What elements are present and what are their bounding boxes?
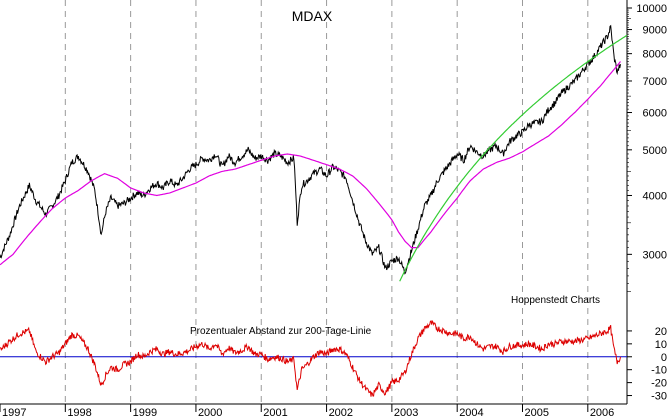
upper-ytick-label-5000: 5000 bbox=[643, 145, 667, 157]
year-label-2004: 2004 bbox=[459, 407, 483, 419]
year-gridlines bbox=[64, 0, 589, 404]
lower-panel: Prozentualer Abstand zur 200-Tage-Linie … bbox=[0, 320, 667, 403]
upper-ytick-label-7000: 7000 bbox=[643, 76, 667, 88]
lower-ytick-label--10: -10 bbox=[651, 365, 667, 377]
upper-series-group bbox=[0, 24, 628, 282]
lower-ytick-label--20: -20 bbox=[651, 378, 667, 390]
lower-panel-title: Prozentualer Abstand zur 200-Tage-Linie bbox=[190, 326, 372, 337]
upper-series-2 bbox=[399, 34, 628, 282]
year-label-2001: 2001 bbox=[263, 407, 287, 419]
upper-panel: MDAX Hoppenstedt Charts 3000 4000 5000 6000… bbox=[0, 0, 667, 404]
chart-title: MDAX bbox=[292, 8, 333, 24]
year-label-2005: 2005 bbox=[525, 407, 549, 419]
upper-ytick-label-4000: 4000 bbox=[643, 190, 667, 202]
upper-series-0 bbox=[0, 24, 621, 275]
lower-ytick-label-20: 20 bbox=[655, 326, 667, 338]
upper-ytick-label-10000: 10000 bbox=[636, 3, 667, 15]
year-label-1997: 1997 bbox=[2, 407, 26, 419]
x-axis: 1997 1998 1999 2000 2001 2002 2003 2004 2005 2006 bbox=[0, 403, 627, 419]
lower-ytick-label--30: -30 bbox=[651, 391, 667, 403]
lower-series-0 bbox=[0, 320, 621, 397]
upper-ytick-label-3000: 3000 bbox=[643, 249, 667, 261]
upper-series-1 bbox=[0, 61, 621, 266]
year-label-2006: 2006 bbox=[590, 407, 614, 419]
year-label-2003: 2003 bbox=[394, 407, 418, 419]
upper-ytick-label-6000: 6000 bbox=[643, 108, 667, 120]
lower-ytick-label-0: 0 bbox=[661, 352, 667, 364]
lower-series-group bbox=[0, 320, 621, 397]
year-label-2002: 2002 bbox=[329, 407, 353, 419]
upper-y-axis: 3000 4000 5000 6000 7000 8000 9000 10000 bbox=[626, 0, 667, 404]
upper-ytick-label-8000: 8000 bbox=[643, 49, 667, 61]
lower-ytick-label-10: 10 bbox=[655, 339, 667, 351]
year-label-2000: 2000 bbox=[198, 407, 222, 419]
year-label-1998: 1998 bbox=[67, 407, 91, 419]
year-label-1999: 1999 bbox=[133, 407, 157, 419]
upper-ytick-label-9000: 9000 bbox=[643, 25, 667, 37]
source-note: Hoppenstedt Charts bbox=[511, 295, 600, 306]
